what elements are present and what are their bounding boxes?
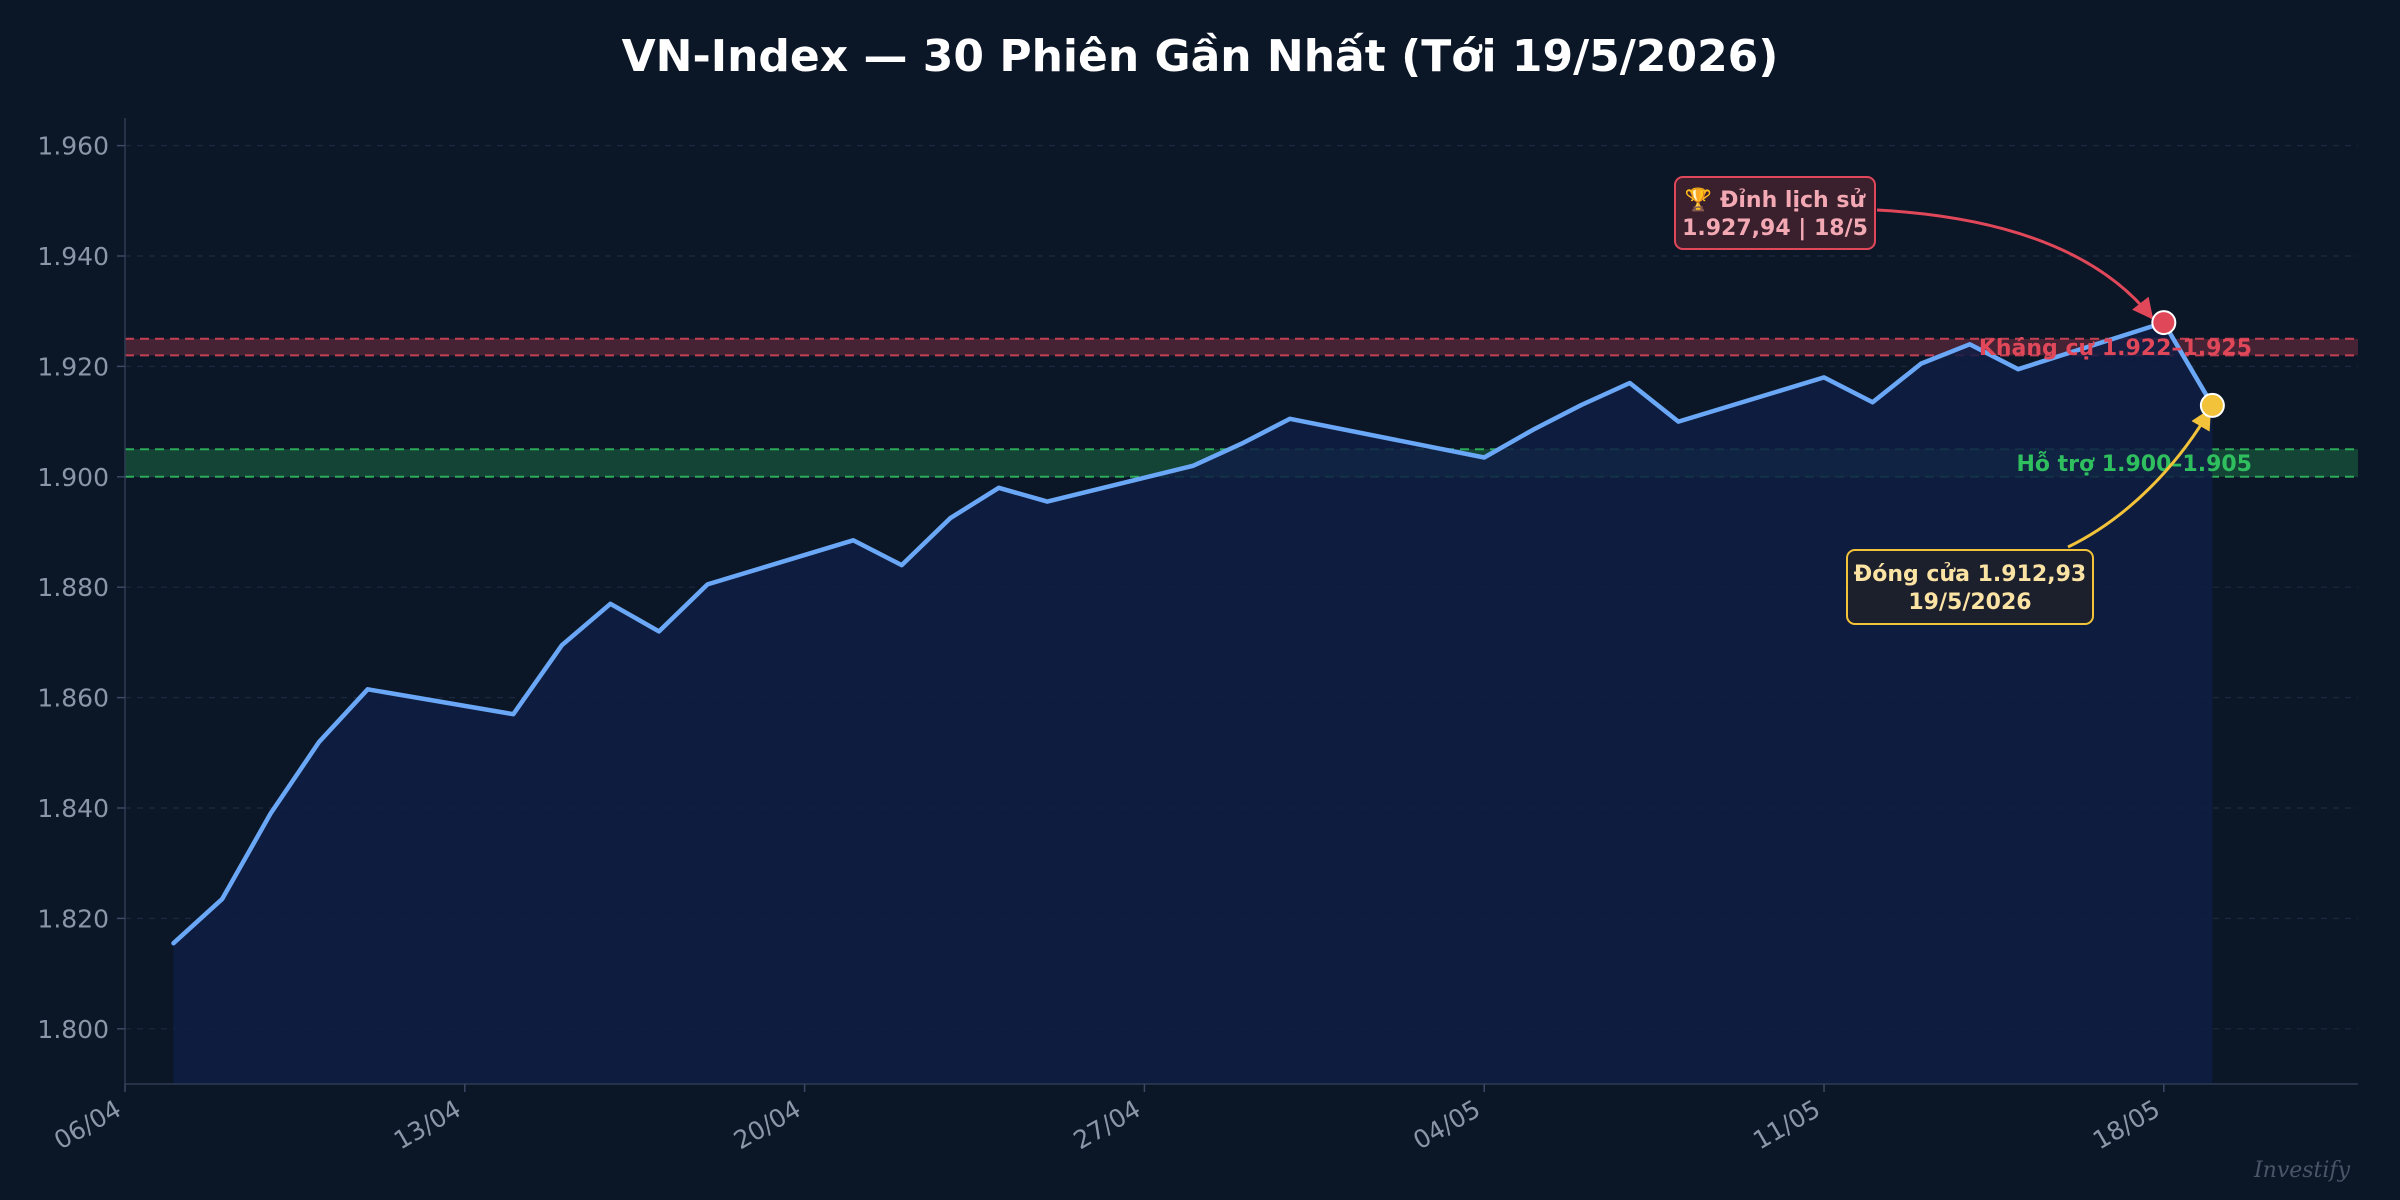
y-tick-label: 1.820 — [37, 904, 109, 933]
x-tick-label: 18/05 — [2088, 1094, 2165, 1155]
y-tick-label: 1.800 — [37, 1015, 109, 1044]
annotation-text: 🏆 Đỉnh lịch sử — [1685, 187, 1867, 213]
x-tick-label: 11/05 — [1748, 1094, 1825, 1155]
support-label: Hỗ trợ 1.900–1.905 — [2016, 452, 2252, 477]
annotation-text: 1.927,94 | 18/5 — [1682, 216, 1868, 241]
y-tick-label: 1.840 — [37, 794, 109, 823]
series-line-path — [171, 320, 2215, 946]
annotation-box — [1674, 176, 1876, 250]
watermark: Investify — [2253, 1158, 2351, 1183]
band-labels: Kháng cự 1.922–1.925 Hỗ trợ 1.900–1.905 — [1979, 336, 2252, 477]
chart-title: VN-Index — 30 Phiên Gần Nhất (Tới 19/5/2… — [622, 31, 1779, 82]
area-fill — [173, 322, 2213, 1085]
x-tick-label: 13/04 — [389, 1094, 466, 1155]
y-tick-label: 1.920 — [37, 352, 109, 381]
x-tick-label: 04/05 — [1408, 1094, 1485, 1155]
y-tick-label: 1.940 — [37, 242, 109, 271]
x-tick-label: 06/04 — [49, 1094, 126, 1155]
axes — [124, 118, 2358, 1085]
resistance-band — [125, 338, 2358, 356]
y-tick-label: 1.880 — [37, 573, 109, 602]
peak-marker — [2151, 310, 2177, 336]
annotation-arrow — [1876, 208, 2154, 320]
area-fill-path — [173, 322, 2213, 1085]
annotation-box — [1846, 549, 2094, 625]
y-axis-ticks: 1.800 1.820 1.840 1.860 1.880 1.900 1.920 1.940… — [37, 132, 125, 1044]
annotation-arrow — [2067, 408, 2212, 549]
annotation-text: Đóng cửa 1.912,93 — [1854, 562, 2086, 587]
x-tick-label: 20/04 — [729, 1094, 806, 1155]
annotations: 🏆 Đỉnh lịch sử 1.927,94 | 18/5 Đóng cửa 1.… — [1674, 176, 2225, 625]
close-marker — [2199, 392, 2225, 418]
y-tick-label: 1.900 — [37, 463, 109, 492]
x-tick-label: 27/04 — [1069, 1094, 1146, 1155]
y-tick-label: 1.960 — [37, 132, 109, 161]
y-tick-label: 1.860 — [37, 684, 109, 713]
annotation-text: 19/5/2026 — [1908, 590, 2031, 615]
x-axis-ticks: 06/04 13/04 20/04 27/04 04/05 11/05 18/05 — [49, 1084, 2165, 1155]
resistance-label: Kháng cự 1.922–1.925 — [1979, 336, 2252, 361]
series-line — [171, 320, 2215, 946]
